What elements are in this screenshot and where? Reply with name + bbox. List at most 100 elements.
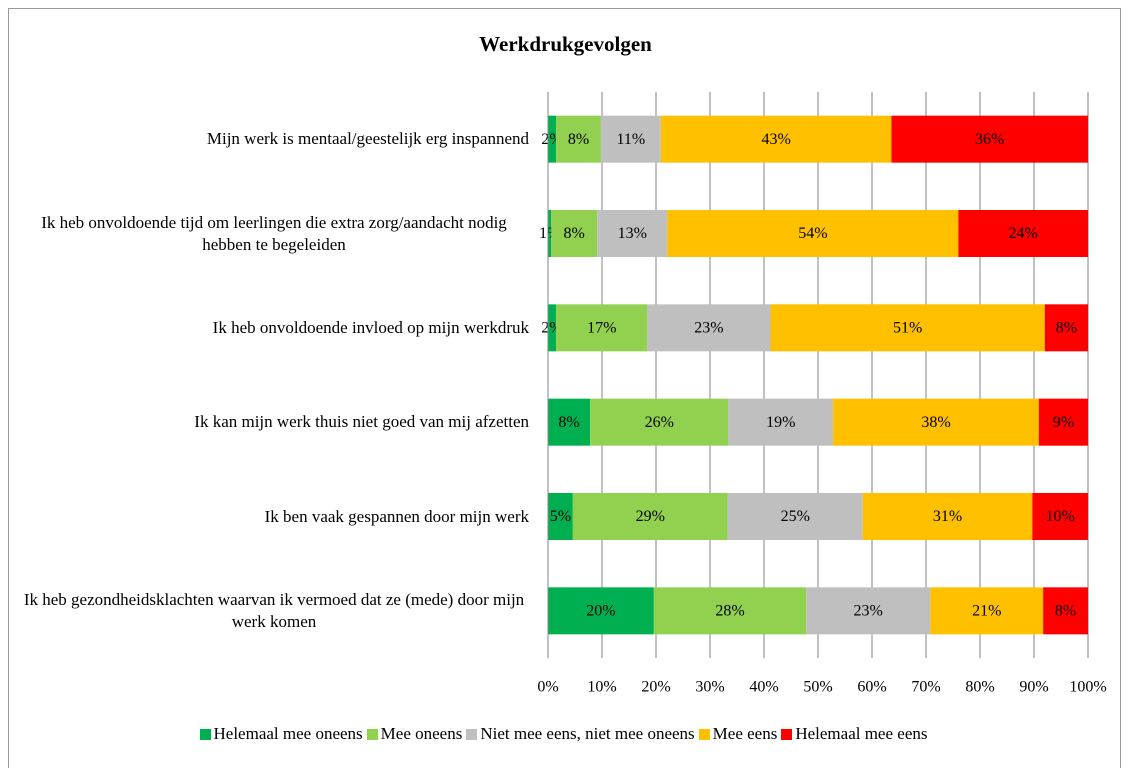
bar-segment <box>1043 587 1088 635</box>
chart-title: Werkdrukgevolgen <box>479 32 652 56</box>
bar-segment <box>556 304 648 352</box>
legend-swatch <box>366 728 378 740</box>
bar-segment <box>590 398 729 446</box>
x-tick-label: 30% <box>695 679 724 696</box>
data-label: 21% <box>972 603 1001 620</box>
legend-label: Helemaal mee eens <box>795 724 928 743</box>
bar-segment <box>548 210 552 257</box>
legend-label: Mee eens <box>712 724 778 743</box>
legend-item: Helemaal mee oneens <box>199 724 363 744</box>
data-label: 8% <box>1055 603 1076 620</box>
data-label: 36% <box>975 131 1004 148</box>
chart-frame <box>8 8 1121 768</box>
category-text: Ik heb onvoldoende invloed op mijn werkd… <box>212 317 529 337</box>
legend-swatch <box>698 728 710 740</box>
bar-segment <box>667 210 959 257</box>
category-label: Ik heb onvoldoende tijd om leerlingen di… <box>14 204 529 264</box>
legend-item: Mee oneens <box>366 724 463 744</box>
x-tick-label: 0% <box>537 679 558 696</box>
legend: Helemaal mee oneens Mee oneens Niet mee ee… <box>0 724 1131 744</box>
bar-segment <box>770 304 1045 352</box>
data-label: 23% <box>694 320 723 337</box>
legend-label: Niet mee eens, niet mee oneens <box>480 724 695 743</box>
data-label: 25% <box>781 508 810 525</box>
data-label: 17% <box>587 320 616 337</box>
bar-segment <box>806 587 931 635</box>
bar-segment <box>600 115 661 163</box>
data-label: 9% <box>1053 414 1074 431</box>
legend-item: Mee eens <box>698 724 778 744</box>
data-label: 43% <box>761 131 790 148</box>
data-label: 13% <box>618 225 647 242</box>
data-label: 10% <box>1046 508 1075 525</box>
bar-segment <box>862 493 1033 540</box>
data-label: 8% <box>564 225 585 242</box>
bar-segment <box>728 398 834 446</box>
bar-segment <box>1044 304 1088 352</box>
data-label: 19% <box>766 414 795 431</box>
x-tick-label: 90% <box>1019 679 1048 696</box>
bar-segment <box>548 115 557 163</box>
x-tick-label: 40% <box>749 679 778 696</box>
bar-segment <box>930 587 1044 635</box>
data-label: 8% <box>558 414 579 431</box>
data-label: 24% <box>1009 225 1038 242</box>
data-label: 54% <box>798 225 827 242</box>
bar-segment <box>1032 493 1088 540</box>
bar-segment <box>548 398 591 446</box>
legend-label: Mee oneens <box>380 724 463 743</box>
legend-swatch <box>199 728 211 740</box>
data-label: 5% <box>550 508 571 525</box>
bar-segment <box>833 398 1039 446</box>
legend-swatch <box>466 728 478 740</box>
x-tick-label: 100% <box>1069 679 1106 696</box>
category-text: Mijn werk is mentaal/geestelijk erg insp… <box>206 129 529 149</box>
x-tick-label: 80% <box>965 679 994 696</box>
category-text: Ik heb onvoldoende tijd om leerlingen di… <box>41 212 507 254</box>
bar-segment <box>647 304 771 352</box>
bar-segment <box>556 115 601 163</box>
x-tick-label: 20% <box>641 679 670 696</box>
x-tick-label: 60% <box>857 679 886 696</box>
data-label: 31% <box>933 508 962 525</box>
bar-segment <box>548 304 557 352</box>
data-label: 8% <box>568 131 589 148</box>
bar-segment <box>572 493 728 540</box>
category-label: Ik heb onvoldoende invloed op mijn werkd… <box>14 298 529 358</box>
category-label: Ik ben vaak gespannen door mijn werk <box>14 487 529 547</box>
x-tick-label: 10% <box>587 679 616 696</box>
data-label: 20% <box>586 603 615 620</box>
bar-segment <box>727 493 863 540</box>
data-label: 51% <box>893 320 922 337</box>
category-text: Ik heb gezondheidsklachten waarvan ik ve… <box>23 589 525 631</box>
bar-segment <box>1038 398 1088 446</box>
legend-item: Helemaal mee eens <box>781 724 927 744</box>
legend-label: Helemaal mee oneens <box>213 724 363 743</box>
category-label: Ik heb gezondheidsklachten waarvan ik ve… <box>14 581 529 641</box>
category-text: Ik kan mijn werk thuis niet goed van mij… <box>194 412 529 432</box>
bar-segment <box>891 115 1088 163</box>
data-label: 26% <box>645 414 674 431</box>
bar-segment <box>548 493 573 540</box>
category-label: Mijn werk is mentaal/geestelijk erg insp… <box>14 109 529 169</box>
bar-segment <box>551 210 598 257</box>
legend-item: Niet mee eens, niet mee oneens <box>466 724 695 744</box>
data-label: 28% <box>715 603 744 620</box>
category-label: Ik kan mijn werk thuis niet goed van mij… <box>14 392 529 452</box>
data-label: 8% <box>1056 320 1077 337</box>
data-label: 11% <box>617 131 646 148</box>
bar-segment <box>958 210 1088 257</box>
x-tick-label: 70% <box>911 679 940 696</box>
data-label: 29% <box>636 508 665 525</box>
bar-segment <box>597 210 668 257</box>
legend-swatch <box>781 728 793 740</box>
bar-segment <box>660 115 892 163</box>
bar-segment <box>653 587 807 635</box>
bar-segment <box>548 587 654 635</box>
data-label: 23% <box>854 603 883 620</box>
category-text: Ik ben vaak gespannen door mijn werk <box>264 506 529 526</box>
data-label: 38% <box>921 414 950 431</box>
x-tick-label: 50% <box>803 679 832 696</box>
